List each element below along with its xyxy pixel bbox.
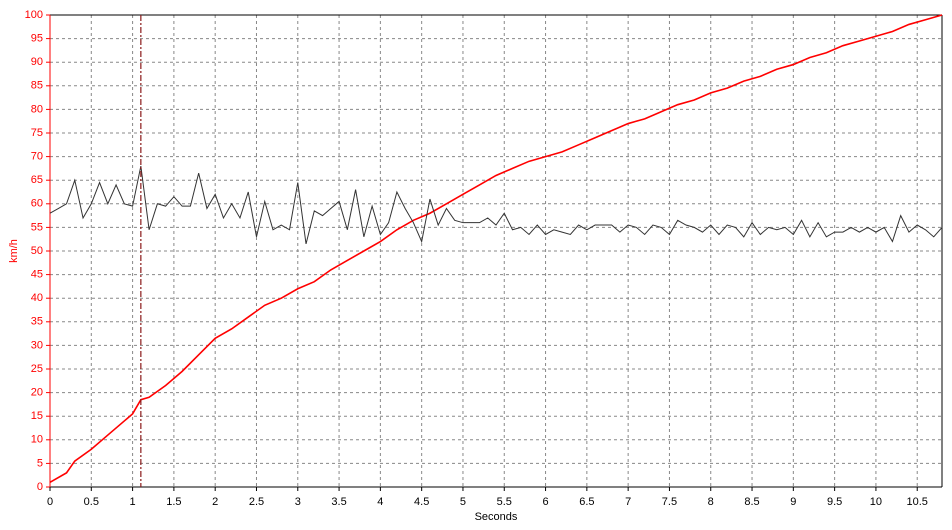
x-tick-label: 6.5 — [579, 496, 594, 508]
y-tick-label: 15 — [31, 410, 43, 422]
x-tick-label: 3.5 — [331, 496, 346, 508]
y-tick-label: 55 — [31, 221, 43, 233]
y-axis-label: km/h — [8, 239, 20, 263]
y-tick-label: 80 — [31, 103, 43, 115]
y-tick-label: 75 — [31, 127, 43, 139]
y-tick-label: 90 — [31, 56, 43, 68]
x-tick-label: 4.5 — [414, 496, 429, 508]
x-tick-label: 10 — [870, 496, 882, 508]
y-tick-label: 85 — [31, 80, 43, 92]
y-tick-label: 35 — [31, 316, 43, 328]
y-tick-label: 0 — [37, 481, 43, 493]
x-tick-label: 2 — [212, 496, 218, 508]
y-tick-label: 60 — [31, 198, 43, 210]
x-tick-label: 10.5 — [907, 496, 928, 508]
x-tick-label: 4 — [377, 496, 383, 508]
y-tick-label: 40 — [31, 292, 43, 304]
y-tick-label: 95 — [31, 33, 43, 45]
y-tick-label: 100 — [25, 9, 43, 21]
x-tick-label: 1 — [130, 496, 136, 508]
y-tick-label: 30 — [31, 339, 43, 351]
x-tick-label: 5 — [460, 496, 466, 508]
data-line — [49, 165, 943, 245]
y-tick-label: 5 — [37, 457, 43, 469]
x-tick-label: 6 — [542, 496, 548, 508]
data-line — [49, 14, 943, 483]
x-tick-label: 8.5 — [744, 496, 759, 508]
y-tick-label: 70 — [31, 151, 43, 163]
x-tick-label: 9 — [790, 496, 796, 508]
x-tick-label: 7 — [625, 496, 631, 508]
x-axis-label: Seconds — [475, 511, 518, 523]
x-tick-label: 2.5 — [249, 496, 264, 508]
x-tick-label: 0.5 — [84, 496, 99, 508]
y-tick-label: 20 — [31, 387, 43, 399]
x-tick-label: 7.5 — [662, 496, 677, 508]
y-tick-label: 10 — [31, 434, 43, 446]
y-tick-label: 65 — [31, 174, 43, 186]
x-tick-label: 0 — [47, 496, 53, 508]
x-tick-label: 3 — [295, 496, 301, 508]
y-tick-label: 45 — [31, 269, 43, 281]
y-tick-label: 25 — [31, 363, 43, 375]
x-tick-label: 9.5 — [827, 496, 842, 508]
x-tick-label: 8 — [708, 496, 714, 508]
x-tick-label: 5.5 — [497, 496, 512, 508]
x-tick-label: 1.5 — [166, 496, 181, 508]
y-tick-label: 50 — [31, 245, 43, 257]
